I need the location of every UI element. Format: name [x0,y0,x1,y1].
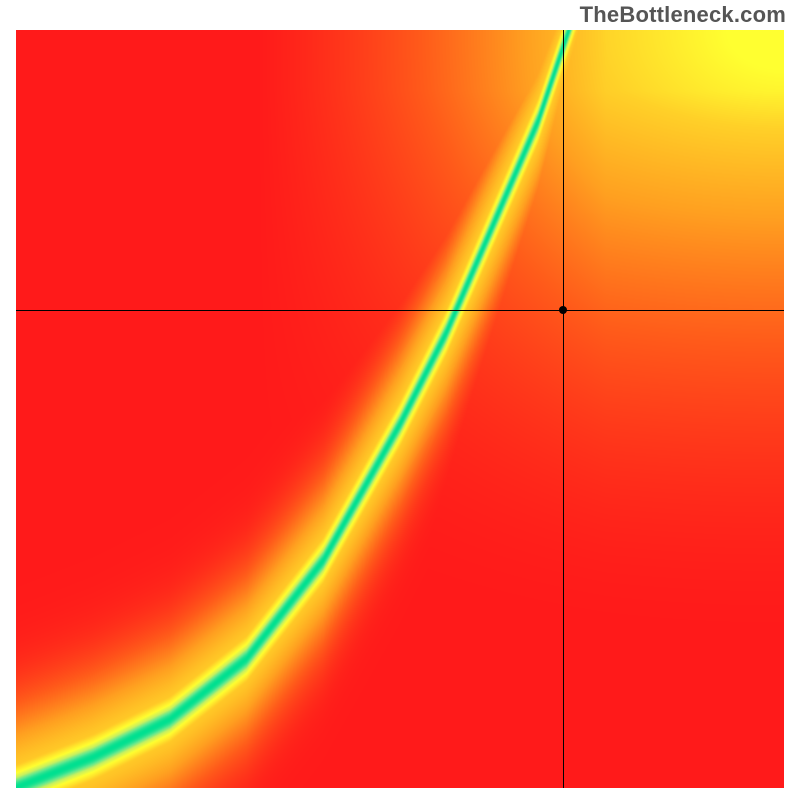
watermark-text: TheBottleneck.com [580,2,786,28]
crosshair-marker [559,306,567,314]
crosshair-vertical [563,30,564,788]
heatmap-plot-area [16,30,784,788]
crosshair-horizontal [16,310,784,311]
heatmap-canvas [16,30,784,788]
